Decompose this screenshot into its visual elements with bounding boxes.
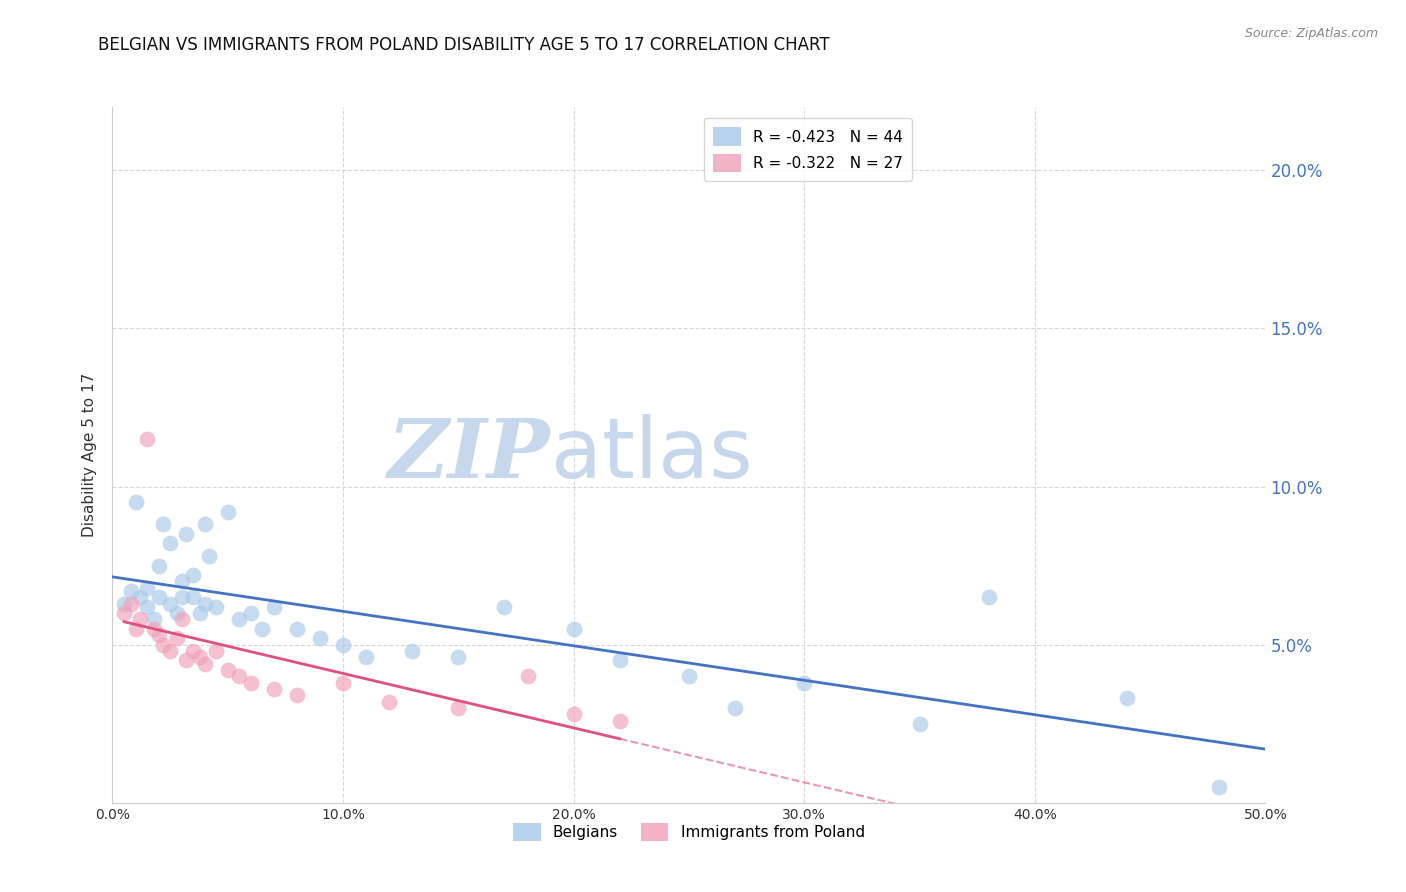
Point — [129, 612, 152, 626]
Point — [724, 701, 747, 715]
Point — [285, 622, 308, 636]
Point — [908, 716, 931, 731]
Point — [198, 549, 221, 563]
Point — [174, 653, 197, 667]
Point — [447, 650, 470, 665]
Legend: Belgians, Immigrants from Poland: Belgians, Immigrants from Poland — [508, 816, 870, 847]
Point — [129, 591, 152, 605]
Text: Source: ZipAtlas.com: Source: ZipAtlas.com — [1244, 27, 1378, 40]
Point — [148, 628, 170, 642]
Point — [181, 568, 204, 582]
Point — [188, 650, 211, 665]
Point — [205, 644, 228, 658]
Point — [159, 536, 181, 550]
Point — [143, 612, 166, 626]
Point — [170, 591, 193, 605]
Point — [228, 612, 250, 626]
Point — [562, 707, 585, 722]
Point — [194, 517, 217, 532]
Point — [793, 675, 815, 690]
Point — [263, 599, 285, 614]
Point — [977, 591, 1000, 605]
Point — [159, 597, 181, 611]
Point — [239, 675, 262, 690]
Point — [170, 612, 193, 626]
Point — [124, 495, 146, 509]
Point — [174, 527, 197, 541]
Point — [205, 599, 228, 614]
Point — [309, 632, 332, 646]
Point — [609, 653, 631, 667]
Point — [354, 650, 377, 665]
Text: ZIP: ZIP — [388, 415, 551, 495]
Point — [124, 622, 146, 636]
Point — [181, 591, 204, 605]
Point — [148, 558, 170, 573]
Point — [120, 583, 142, 598]
Point — [285, 688, 308, 702]
Text: atlas: atlas — [551, 415, 752, 495]
Point — [228, 669, 250, 683]
Point — [112, 606, 135, 620]
Point — [194, 597, 217, 611]
Point — [194, 657, 217, 671]
Point — [136, 599, 159, 614]
Point — [239, 606, 262, 620]
Point — [166, 606, 188, 620]
Point — [188, 606, 211, 620]
Point — [120, 597, 142, 611]
Point — [516, 669, 538, 683]
Point — [181, 644, 204, 658]
Point — [152, 517, 174, 532]
Point — [217, 505, 239, 519]
Point — [170, 574, 193, 589]
Point — [678, 669, 700, 683]
Point — [609, 714, 631, 728]
Point — [148, 591, 170, 605]
Point — [1116, 691, 1139, 706]
Point — [401, 644, 423, 658]
Point — [152, 638, 174, 652]
Point — [562, 622, 585, 636]
Point — [136, 581, 159, 595]
Point — [332, 638, 354, 652]
Point — [143, 622, 166, 636]
Point — [378, 695, 401, 709]
Point — [1208, 780, 1230, 794]
Point — [166, 632, 188, 646]
Point — [332, 675, 354, 690]
Point — [136, 432, 159, 446]
Point — [447, 701, 470, 715]
Point — [252, 622, 274, 636]
Point — [159, 644, 181, 658]
Point — [263, 681, 285, 696]
Text: BELGIAN VS IMMIGRANTS FROM POLAND DISABILITY AGE 5 TO 17 CORRELATION CHART: BELGIAN VS IMMIGRANTS FROM POLAND DISABI… — [98, 36, 830, 54]
Point — [494, 599, 516, 614]
Point — [112, 597, 135, 611]
Point — [217, 663, 239, 677]
Y-axis label: Disability Age 5 to 17: Disability Age 5 to 17 — [82, 373, 97, 537]
